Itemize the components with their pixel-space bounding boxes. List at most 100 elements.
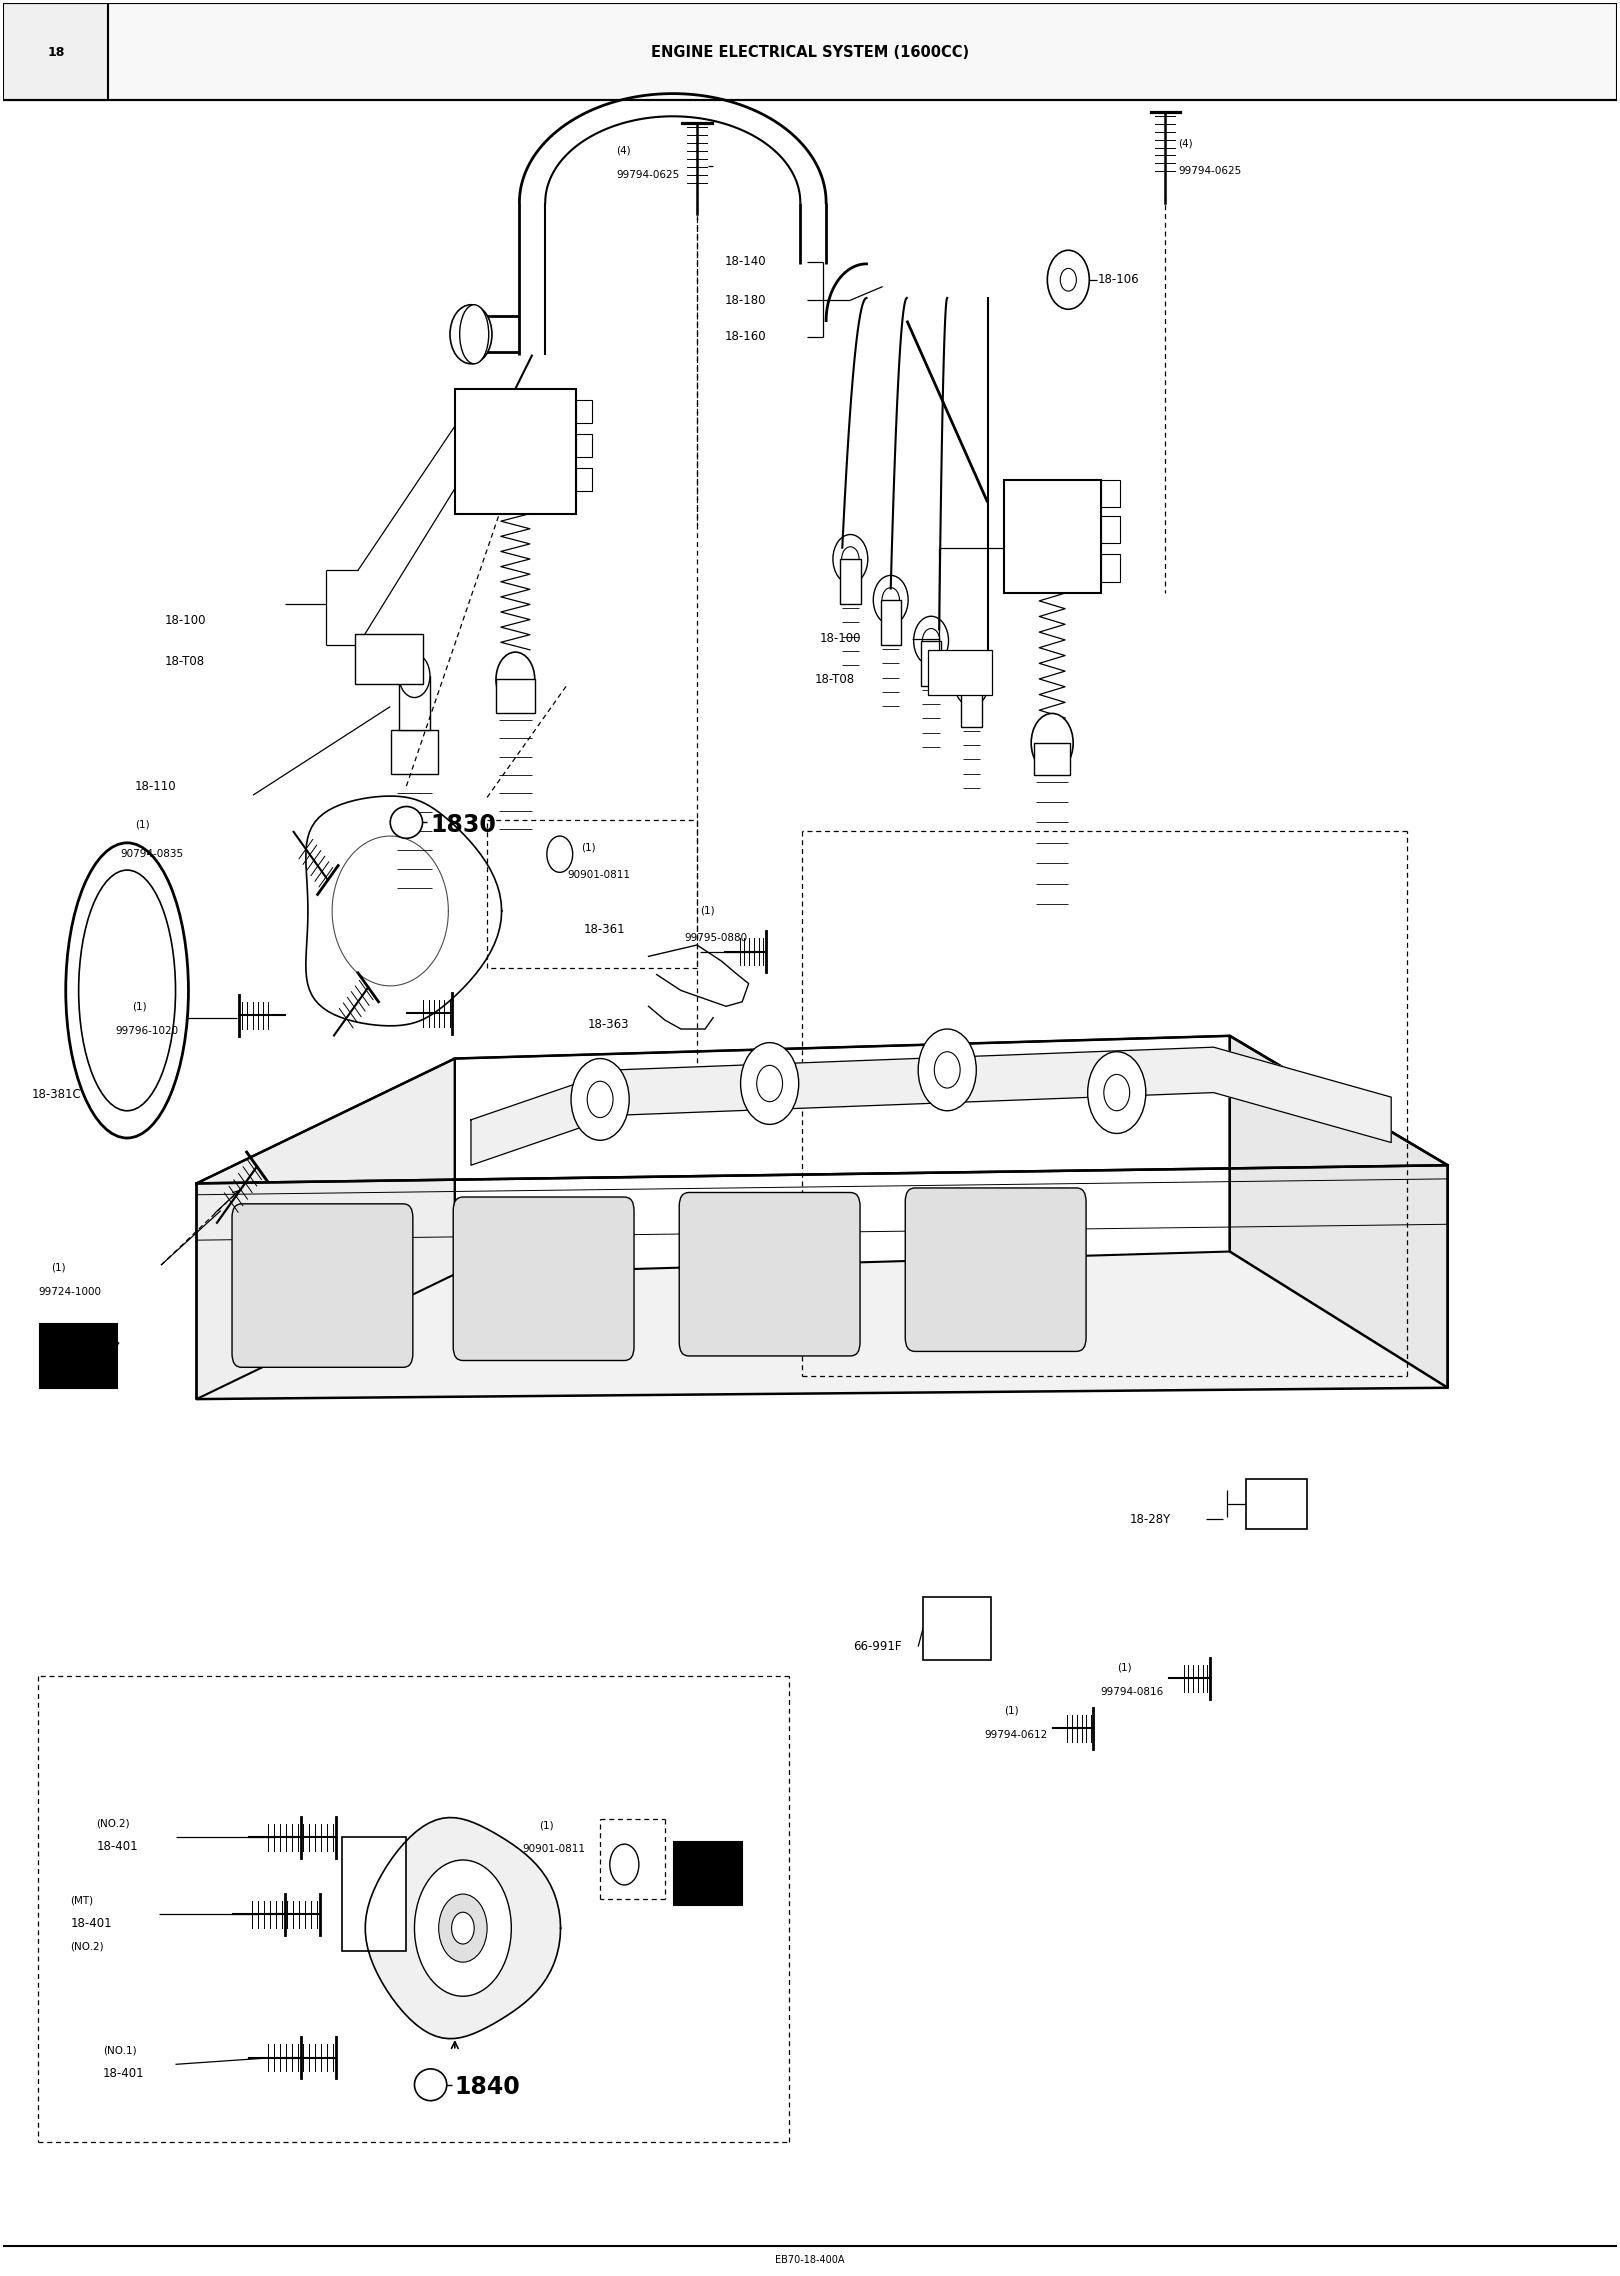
Bar — [841, 560, 860, 603]
Text: 99794-0625: 99794-0625 — [1178, 166, 1241, 175]
Bar — [1004, 480, 1100, 594]
Bar — [674, 1841, 742, 1905]
Text: 90794-0835: 90794-0835 — [120, 849, 183, 860]
Text: FWD: FWD — [63, 1350, 94, 1363]
Bar — [1100, 517, 1119, 544]
Bar — [961, 681, 982, 726]
Bar — [928, 651, 993, 694]
Bar — [1246, 1479, 1307, 1529]
Polygon shape — [196, 1036, 1448, 1184]
Ellipse shape — [390, 806, 423, 838]
Bar — [920, 642, 941, 685]
Text: 1830: 1830 — [431, 813, 496, 838]
Circle shape — [954, 658, 988, 706]
Text: 18-363: 18-363 — [586, 1017, 629, 1031]
Polygon shape — [196, 1058, 455, 1400]
Text: 18-401: 18-401 — [104, 2067, 144, 2080]
Bar — [455, 389, 575, 514]
Text: (1): (1) — [131, 1001, 146, 1011]
Bar — [881, 601, 901, 644]
Circle shape — [833, 535, 868, 583]
Text: (NO.1): (NO.1) — [104, 2046, 136, 2055]
Circle shape — [842, 546, 859, 571]
Text: (1): (1) — [700, 906, 714, 915]
Ellipse shape — [460, 305, 489, 364]
Circle shape — [1087, 1052, 1145, 1133]
Text: 18-100: 18-100 — [820, 633, 862, 644]
Bar — [390, 731, 437, 774]
Text: 99794-0625: 99794-0625 — [616, 171, 679, 180]
Polygon shape — [455, 1036, 1230, 1275]
FancyBboxPatch shape — [232, 1204, 413, 1368]
Bar — [3, 2, 107, 100]
Circle shape — [1103, 1074, 1129, 1111]
Text: (4): (4) — [616, 146, 630, 155]
Bar — [575, 435, 591, 457]
Circle shape — [1032, 712, 1072, 772]
Ellipse shape — [79, 869, 175, 1111]
Ellipse shape — [415, 2069, 447, 2101]
Text: (NO.2): (NO.2) — [71, 1941, 104, 1951]
Text: (MT): (MT) — [71, 1896, 94, 1905]
Text: 18-361: 18-361 — [583, 922, 625, 935]
Polygon shape — [366, 1819, 561, 2039]
Circle shape — [740, 1042, 799, 1124]
Text: 99794-0816: 99794-0816 — [1100, 1687, 1163, 1698]
Text: 90901-0811: 90901-0811 — [523, 1844, 585, 1853]
Bar — [1035, 742, 1069, 774]
Circle shape — [919, 1029, 977, 1111]
Bar — [575, 469, 591, 492]
Circle shape — [452, 1912, 475, 1944]
Text: (1): (1) — [52, 1263, 66, 1272]
Circle shape — [548, 835, 573, 872]
Bar — [496, 678, 535, 712]
Text: (1): (1) — [539, 1821, 554, 1830]
Text: 18-401: 18-401 — [97, 1839, 138, 1853]
Circle shape — [873, 576, 909, 624]
Circle shape — [609, 1844, 638, 1885]
FancyBboxPatch shape — [679, 1193, 860, 1356]
Circle shape — [1047, 250, 1089, 310]
Circle shape — [439, 1894, 488, 1962]
Text: 90901-0811: 90901-0811 — [569, 869, 630, 879]
Text: EB70-18-400A: EB70-18-400A — [776, 2256, 844, 2265]
Text: ENGINE ELECTRICAL SYSTEM (1600CC): ENGINE ELECTRICAL SYSTEM (1600CC) — [651, 46, 969, 59]
Text: 99724-1000: 99724-1000 — [39, 1288, 102, 1297]
Polygon shape — [471, 1047, 1392, 1165]
Circle shape — [935, 1052, 961, 1088]
Circle shape — [450, 305, 492, 364]
Text: 18-T08: 18-T08 — [164, 655, 204, 667]
Circle shape — [922, 628, 940, 653]
Text: (NO.2): (NO.2) — [97, 1819, 130, 1828]
Text: 18-381C: 18-381C — [32, 1088, 81, 1102]
Circle shape — [399, 653, 429, 696]
FancyBboxPatch shape — [454, 1197, 633, 1361]
Text: (1): (1) — [1004, 1705, 1019, 1716]
Text: (1): (1) — [134, 819, 149, 831]
Text: 18-140: 18-140 — [724, 255, 766, 269]
Circle shape — [1059, 269, 1076, 291]
Text: 18-180: 18-180 — [724, 294, 766, 307]
Circle shape — [586, 1081, 612, 1118]
Bar — [575, 401, 591, 423]
Bar — [40, 1325, 117, 1388]
Text: 66-991F: 66-991F — [854, 1641, 902, 1652]
Text: 18-401: 18-401 — [71, 1916, 112, 1930]
Text: 18: 18 — [47, 46, 65, 59]
Text: (4): (4) — [1178, 139, 1192, 148]
Circle shape — [914, 617, 949, 665]
Text: 1840: 1840 — [455, 2076, 520, 2098]
Text: 18-106: 18-106 — [1097, 273, 1139, 287]
Text: 18-T08: 18-T08 — [815, 674, 855, 685]
Circle shape — [757, 1065, 782, 1102]
FancyBboxPatch shape — [906, 1188, 1085, 1352]
Text: (1): (1) — [580, 842, 596, 854]
Circle shape — [572, 1058, 629, 1140]
Text: 18-100: 18-100 — [164, 615, 206, 626]
Text: FWD: FWD — [693, 1869, 723, 1878]
Bar — [399, 676, 429, 731]
Ellipse shape — [66, 842, 188, 1138]
Bar — [342, 1837, 407, 1951]
Polygon shape — [1230, 1036, 1448, 1388]
Circle shape — [415, 1859, 512, 1996]
